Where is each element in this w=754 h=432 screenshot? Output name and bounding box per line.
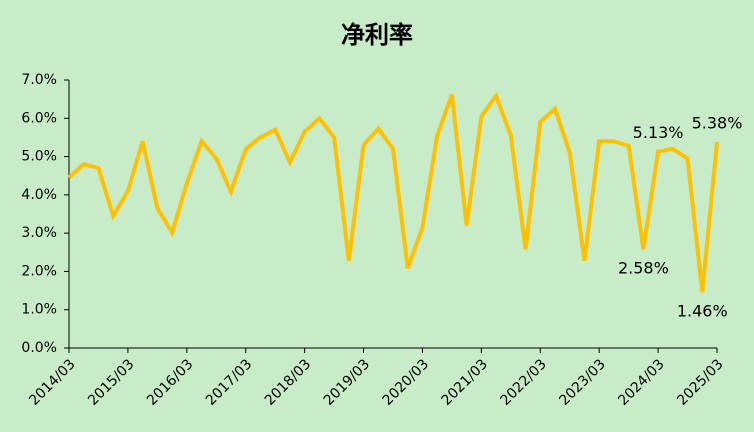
line-series (67, 91, 719, 293)
data-label: 2.58% (618, 259, 669, 278)
y-tick-label: 1.0% (21, 302, 57, 318)
data-label: 5.13% (633, 123, 684, 142)
data-label: 5.38% (692, 114, 743, 133)
y-tick-label: 5.0% (21, 149, 57, 165)
data-label: 1.46% (677, 302, 728, 321)
y-tick-label: 0.0% (21, 340, 57, 356)
y-tick-label: 6.0% (21, 110, 57, 126)
y-tick-label: 2.0% (21, 263, 57, 279)
y-tick-label: 4.0% (21, 187, 57, 203)
chart-title: 净利率 (341, 21, 413, 49)
y-tick-label: 7.0% (21, 72, 57, 88)
y-tick-label: 3.0% (21, 225, 57, 241)
